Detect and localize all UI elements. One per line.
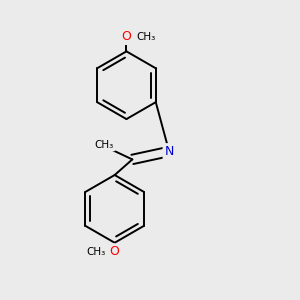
Text: CH₃: CH₃ — [86, 247, 105, 256]
Text: N: N — [164, 145, 174, 158]
Text: O: O — [122, 30, 131, 43]
Text: CH₃: CH₃ — [95, 140, 114, 150]
Text: CH₃: CH₃ — [136, 32, 155, 42]
Text: O: O — [110, 245, 120, 258]
